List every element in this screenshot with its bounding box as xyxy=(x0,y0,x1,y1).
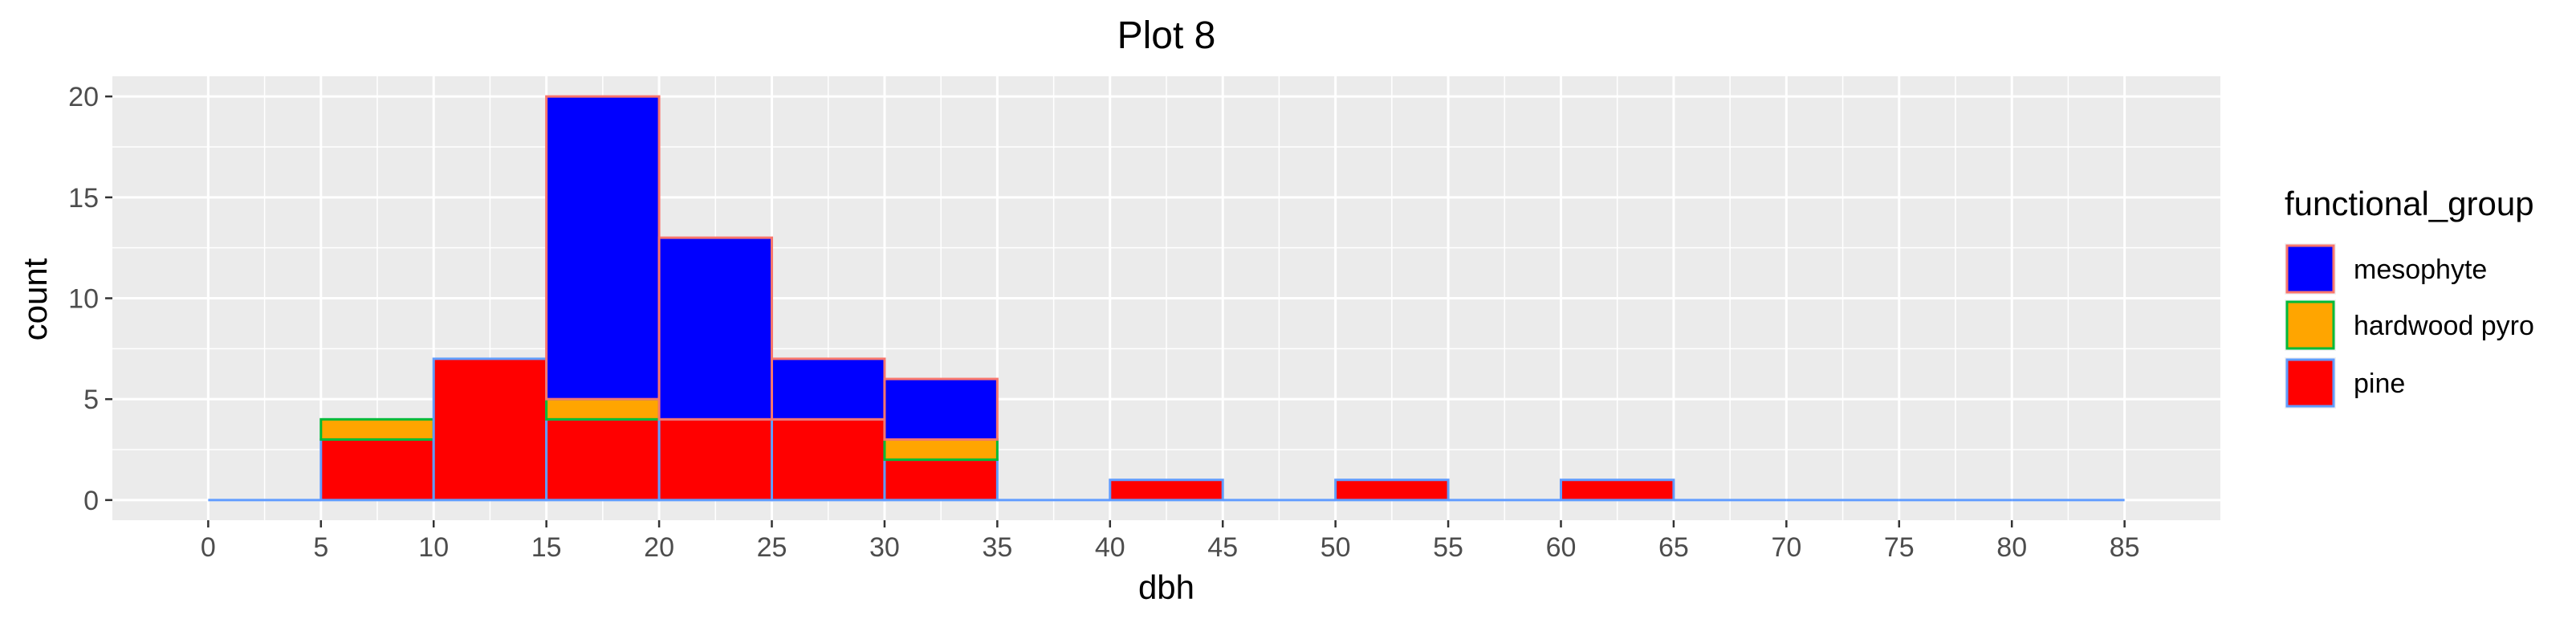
bar-hardwood-pyro-bin-5 xyxy=(319,417,435,441)
x-tick-label: 20 xyxy=(644,532,674,563)
legend-key-hardwood-pyro xyxy=(2285,300,2335,350)
bar-hardwood-pyro-bin-30 xyxy=(883,438,999,462)
bar-pine-bin-10 xyxy=(432,357,548,502)
x-tick-label: 75 xyxy=(1884,532,1915,563)
bar-pine-bin-25 xyxy=(771,417,886,502)
bar-hardwood-pyro-bin-15 xyxy=(545,397,661,421)
chart-title: Plot 8 xyxy=(1117,14,1216,57)
x-tick-label: 30 xyxy=(869,532,900,563)
y-tick-label: 15 xyxy=(68,183,99,214)
legend-title: functional_group xyxy=(2285,185,2534,222)
x-tick-label: 5 xyxy=(313,532,328,563)
y-axis-label: count xyxy=(16,258,54,340)
x-tick-label: 15 xyxy=(531,532,562,563)
x-tick-label: 25 xyxy=(757,532,787,563)
x-tick-label: 70 xyxy=(1771,532,1801,563)
legend-label: mesophyte xyxy=(2354,254,2487,285)
y-tick-label: 20 xyxy=(68,82,99,112)
legend: functional_group mesophyte hardwood pyro pi… xyxy=(2285,185,2534,409)
y-tick-label: 0 xyxy=(83,486,99,516)
x-tick-label: 85 xyxy=(2110,532,2140,563)
bar-pine-bin-30 xyxy=(883,458,999,502)
bar-mesophyte-bin-25 xyxy=(771,357,886,421)
x-tick-label: 60 xyxy=(1546,532,1577,563)
x-axis-label: dbh xyxy=(1138,568,1194,606)
x-tick-label: 65 xyxy=(1658,532,1689,563)
x-tick-label: 35 xyxy=(982,532,1012,563)
legend-label: hardwood pyro xyxy=(2354,311,2534,341)
y-tick-label: 5 xyxy=(83,385,99,415)
legend-label: pine xyxy=(2354,369,2405,399)
bar-pine-bin-5 xyxy=(319,438,435,502)
bar-mesophyte-bin-30 xyxy=(883,377,999,441)
x-tick-label: 45 xyxy=(1207,532,1238,563)
bar-pine-bin-60 xyxy=(1559,478,1675,502)
bar-mesophyte-bin-20 xyxy=(657,236,774,421)
bar-mesophyte-bin-15 xyxy=(545,95,661,401)
x-tick-label: 80 xyxy=(1996,532,2027,563)
bar-pine-bin-20 xyxy=(657,417,774,502)
y-tick-label: 10 xyxy=(68,284,99,315)
bar-pine-bin-50 xyxy=(1334,478,1450,502)
bar-pine-bin-15 xyxy=(545,417,661,502)
x-tick-label: 50 xyxy=(1321,532,1351,563)
x-tick-label: 40 xyxy=(1095,532,1125,563)
legend-key-pine xyxy=(2285,358,2335,408)
x-tick-label: 55 xyxy=(1433,532,1463,563)
bar-pine-bin-40 xyxy=(1109,478,1224,502)
x-tick-label: 10 xyxy=(418,532,449,563)
x-tick-label: 0 xyxy=(201,532,216,563)
legend-key-mesophyte xyxy=(2285,244,2335,294)
